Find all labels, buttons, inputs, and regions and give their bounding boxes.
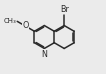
Text: CH₃: CH₃ bbox=[3, 18, 16, 24]
Text: O: O bbox=[22, 21, 29, 30]
Text: N: N bbox=[41, 50, 47, 59]
Text: Br: Br bbox=[60, 5, 69, 14]
